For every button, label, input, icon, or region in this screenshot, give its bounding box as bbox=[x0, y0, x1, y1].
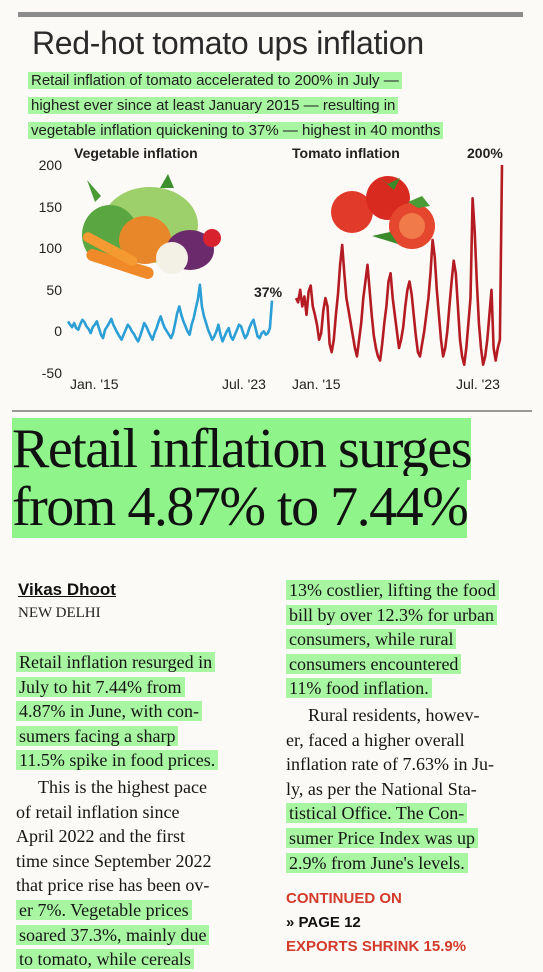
tomato-inflation-line bbox=[294, 164, 504, 366]
text-line: July to hit 7.44% from bbox=[16, 676, 185, 697]
text-line: tistical Office. The Con- bbox=[286, 803, 468, 824]
paragraph: This is the highest pace of retail infla… bbox=[16, 775, 264, 972]
byline: Vikas Dhoot bbox=[18, 580, 116, 599]
vegetable-chart-title: Vegetable inflation bbox=[74, 145, 198, 161]
y-tick-label: 50 bbox=[46, 282, 62, 298]
text-line: Retail inflation resurged in bbox=[16, 652, 216, 672]
y-tick-label: 0 bbox=[54, 323, 62, 339]
y-tick-label: 100 bbox=[38, 240, 62, 256]
deck-line: Retail inflation of tomato accelerated t… bbox=[28, 72, 402, 89]
main-headline: Retail inflation surges from 4.87% to 7.… bbox=[12, 418, 537, 538]
inflation-charts: Vegetable inflation Tomato inflation 200… bbox=[0, 140, 543, 400]
text-line: that price rise has been ov- bbox=[16, 875, 210, 896]
y-tick-label: 200 bbox=[38, 157, 62, 173]
paragraph: Retail inflation resurged in July to hit… bbox=[16, 650, 264, 773]
text-line: bill by over 12.3% for urban bbox=[286, 604, 497, 625]
text-line: er 7%. Vegetable prices bbox=[16, 899, 192, 920]
tomatoes-illustration bbox=[331, 176, 435, 249]
article-column-2: 13% costlier, lifting the food bill by o… bbox=[286, 578, 522, 875]
text-line: consumers encountered bbox=[286, 653, 462, 674]
text-line: consumers, while rural bbox=[286, 629, 457, 650]
article-column-1: Retail inflation resurged in July to hit… bbox=[16, 650, 264, 972]
text-line: 13% costlier, lifting the food bbox=[286, 580, 499, 600]
text-line: er, faced a higher overall bbox=[286, 729, 465, 750]
deck: Retail inflation of tomato accelerated t… bbox=[28, 68, 508, 143]
tomato-x-end-label: Jul. '23 bbox=[456, 376, 500, 392]
text-line: 11.5% spike in food prices. bbox=[16, 750, 219, 771]
vegetable-inflation-line bbox=[66, 283, 274, 343]
tomato-chart-title: Tomato inflation bbox=[292, 145, 400, 161]
text-line: This is the highest pace bbox=[38, 776, 207, 797]
y-tick-label: 150 bbox=[38, 199, 62, 215]
text-line: to tomato, while cereals bbox=[16, 949, 194, 970]
text-line: soared 37.3%, mainly due bbox=[16, 924, 210, 945]
dateline: NEW DELHI bbox=[18, 605, 101, 621]
vegetable-inflation-plot bbox=[66, 283, 274, 343]
text-line: inflation rate of 7.63% in Ju- bbox=[286, 754, 494, 775]
charts-canvas bbox=[66, 164, 504, 366]
continued-on-label: CONTINUED ON bbox=[286, 890, 402, 907]
paragraph: 13% costlier, lifting the food bill by o… bbox=[286, 578, 522, 701]
text-line: ly, as per the National Sta- bbox=[286, 778, 477, 799]
vegetable-end-value-label: 37% bbox=[254, 284, 283, 300]
text-line: time since September 2022 bbox=[16, 850, 212, 871]
vegetables-illustration bbox=[82, 174, 221, 279]
y-tick-label: -50 bbox=[41, 365, 62, 381]
section-divider bbox=[12, 410, 532, 412]
exports-teaser-link[interactable]: EXPORTS SHRINK 15.9% bbox=[286, 938, 467, 955]
deck-line: vegetable inflation quickening to 37% — … bbox=[28, 122, 444, 139]
paragraph: Rural residents, howev- er, faced a high… bbox=[286, 703, 522, 875]
top-rule bbox=[18, 12, 523, 17]
headline-line: Retail inflation surges bbox=[12, 418, 473, 480]
continued-page-link[interactable]: » PAGE 12 bbox=[286, 914, 361, 931]
deck-line: highest ever since at least January 2015… bbox=[28, 97, 399, 114]
text-line: 2.9% from June's levels. bbox=[286, 852, 468, 873]
section-headline: Red-hot tomato ups inflation bbox=[32, 25, 424, 61]
tomato-end-value-label: 200% bbox=[467, 145, 503, 161]
text-line: sumer Price Index was up bbox=[286, 827, 478, 848]
vegetable-x-start-label: Jan. '15 bbox=[70, 376, 119, 392]
text-line: April 2022 and the first bbox=[16, 826, 185, 847]
text-line: 4.87% in June, with con- bbox=[16, 701, 202, 722]
tomato-x-start-label: Jan. '15 bbox=[292, 376, 341, 392]
text-line: 11% food inflation. bbox=[286, 678, 432, 699]
tomato-inflation-plot bbox=[294, 164, 504, 366]
vegetable-x-end-label: Jul. '23 bbox=[222, 376, 266, 392]
text-line: Rural residents, howev- bbox=[308, 704, 480, 725]
headline-line: from 4.87% to 7.44% bbox=[12, 476, 469, 538]
text-line: sumers facing a sharp bbox=[16, 725, 179, 746]
text-line: of retail inflation since bbox=[16, 801, 180, 822]
